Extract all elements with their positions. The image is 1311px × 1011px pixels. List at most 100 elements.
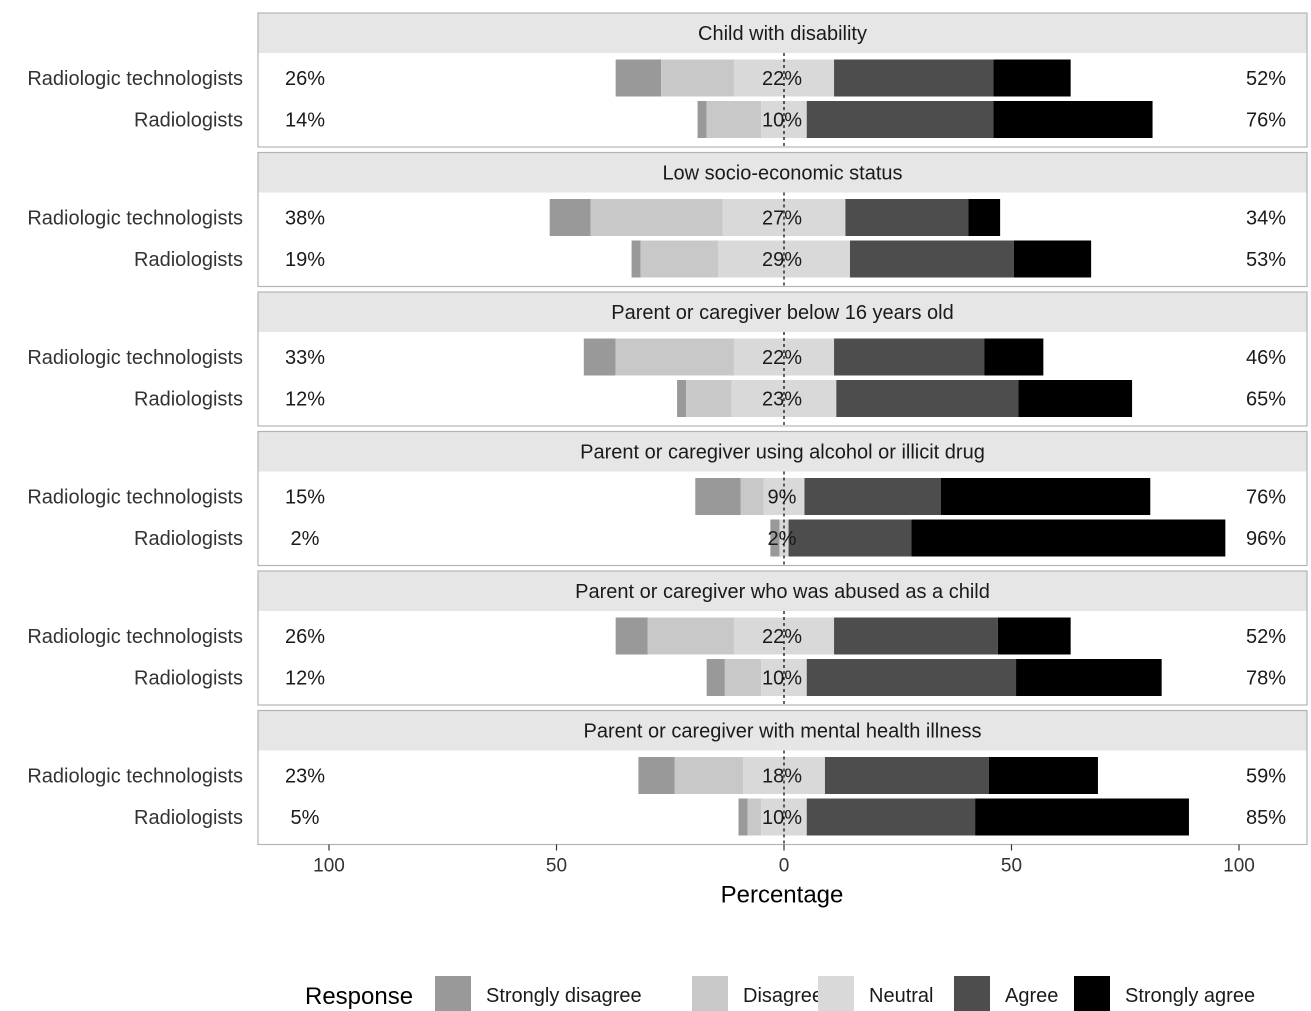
neutral-label: 22% — [762, 347, 802, 369]
bar-strongly-agree — [911, 519, 1226, 557]
bar-disagree — [724, 659, 762, 696]
agree-total-label: 52% — [1246, 626, 1286, 648]
bar-agree — [849, 240, 1014, 278]
facet-strip — [258, 13, 1307, 53]
legend-label: Neutral — [869, 985, 933, 1007]
bar-strongly-agree — [1013, 240, 1092, 278]
disagree-total-label: 33% — [285, 347, 325, 369]
disagree-total-label: 12% — [285, 668, 325, 690]
legend: Response Strongly disagree Disagree Neutral… — [305, 976, 1255, 1011]
agree-total-label: 59% — [1246, 766, 1286, 788]
facet-title: Parent or caregiver with mental health i… — [584, 721, 982, 743]
x-tick-label: 50 — [1001, 856, 1022, 877]
neutral-label: 22% — [762, 68, 802, 90]
neutral-label: 23% — [762, 389, 802, 411]
bar-disagree — [674, 757, 744, 794]
agree-total-label: 85% — [1246, 807, 1286, 829]
facet-strip — [258, 710, 1307, 751]
disagree-total-label: 12% — [285, 389, 325, 411]
legend-label: Strongly agree — [1125, 985, 1255, 1007]
row-label: Radiologists — [134, 668, 243, 690]
neutral-label: 10% — [762, 110, 802, 132]
facet-panel: Parent or caregiver who was abused as a … — [27, 570, 1308, 706]
legend-label: Strongly disagree — [486, 985, 642, 1007]
facet-strip — [258, 152, 1307, 193]
agree-total-label: 96% — [1246, 528, 1286, 550]
facet-title: Parent or caregiver who was abused as a … — [575, 581, 990, 603]
bar-strongly-agree — [993, 101, 1153, 138]
bar-agree — [845, 199, 969, 236]
bar-strongly-disagree — [677, 380, 687, 417]
neutral-label: 10% — [762, 668, 802, 690]
x-tick-label: 50 — [546, 856, 567, 877]
bar-strongly-agree — [1018, 380, 1133, 417]
bar-agree — [824, 757, 989, 794]
x-tick-label: 100 — [1223, 856, 1255, 877]
agree-total-label: 53% — [1246, 249, 1286, 271]
disagree-total-label: 26% — [285, 626, 325, 648]
row-label: Radiologic technologists — [27, 347, 243, 369]
disagree-total-label: 23% — [285, 766, 325, 788]
x-tick-label: 0 — [779, 856, 790, 877]
row-label: Radiologic technologists — [27, 626, 243, 648]
bar-strongly-agree — [997, 617, 1071, 655]
bar-strongly-disagree — [549, 199, 591, 236]
legend-label: Agree — [1005, 985, 1058, 1007]
bar-agree — [788, 519, 912, 557]
facet-panel: Parent or caregiver below 16 years old Ra… — [27, 291, 1308, 427]
row-label: Radiologists — [134, 528, 243, 550]
bar-strongly-disagree — [631, 240, 641, 278]
row-label: Radiologists — [134, 110, 243, 132]
bar-strongly-disagree — [697, 101, 707, 138]
bar-strongly-disagree — [695, 478, 741, 515]
bar-strongly-disagree — [583, 338, 616, 376]
bar-strongly-agree — [940, 478, 1151, 515]
panel-border — [257, 12, 1308, 148]
row-label: Radiologic technologists — [27, 208, 243, 230]
neutral-label: 27% — [762, 208, 802, 230]
row-label: Radiologists — [134, 807, 243, 829]
bar-agree — [806, 659, 1017, 696]
facet-panel: Low socio-economic status Radiologic tech… — [27, 151, 1308, 288]
disagree-total-label: 5% — [291, 807, 320, 829]
agree-total-label: 76% — [1246, 110, 1286, 132]
bar-agree — [834, 338, 985, 376]
agree-total-label: 76% — [1246, 487, 1286, 509]
facet-title: Parent or caregiver using alcohol or ill… — [580, 442, 985, 464]
row-label: Radiologic technologists — [27, 766, 243, 788]
panel-border — [257, 570, 1308, 706]
agree-total-label: 52% — [1246, 68, 1286, 90]
facet-panel: Parent or caregiver with mental health i… — [27, 709, 1308, 846]
facet-panel: Parent or caregiver using alcohol or ill… — [27, 430, 1308, 567]
disagree-total-label: 19% — [285, 249, 325, 271]
bar-strongly-agree — [975, 798, 1189, 836]
disagree-total-label: 14% — [285, 110, 325, 132]
bar-disagree — [686, 380, 732, 417]
row-label: Radiologic technologists — [27, 68, 243, 90]
disagree-total-label: 26% — [285, 68, 325, 90]
legend-key — [435, 976, 471, 1011]
bar-strongly-disagree — [615, 59, 662, 97]
bar-strongly-disagree — [615, 617, 648, 655]
facet-title: Parent or caregiver below 16 years old — [611, 302, 953, 324]
bar-disagree — [647, 617, 734, 655]
legend-key — [818, 976, 854, 1011]
bar-agree — [836, 380, 1019, 417]
x-axis-title: Percentage — [721, 882, 844, 909]
facet-title: Child with disability — [698, 23, 867, 45]
legend-key — [954, 976, 990, 1011]
bar-disagree — [740, 478, 764, 515]
panel-border — [257, 430, 1308, 567]
row-label: Radiologists — [134, 389, 243, 411]
agree-total-label: 34% — [1246, 208, 1286, 230]
neutral-label: 10% — [762, 807, 802, 829]
legend-label: Disagree — [743, 985, 823, 1007]
bar-agree — [834, 617, 998, 655]
bar-disagree — [590, 199, 723, 236]
disagree-total-label: 38% — [285, 208, 325, 230]
panel-border — [257, 151, 1308, 288]
bar-strongly-agree — [988, 757, 1098, 794]
bar-agree — [806, 798, 976, 836]
facet-strip — [258, 292, 1307, 332]
neutral-label: 29% — [762, 249, 802, 271]
